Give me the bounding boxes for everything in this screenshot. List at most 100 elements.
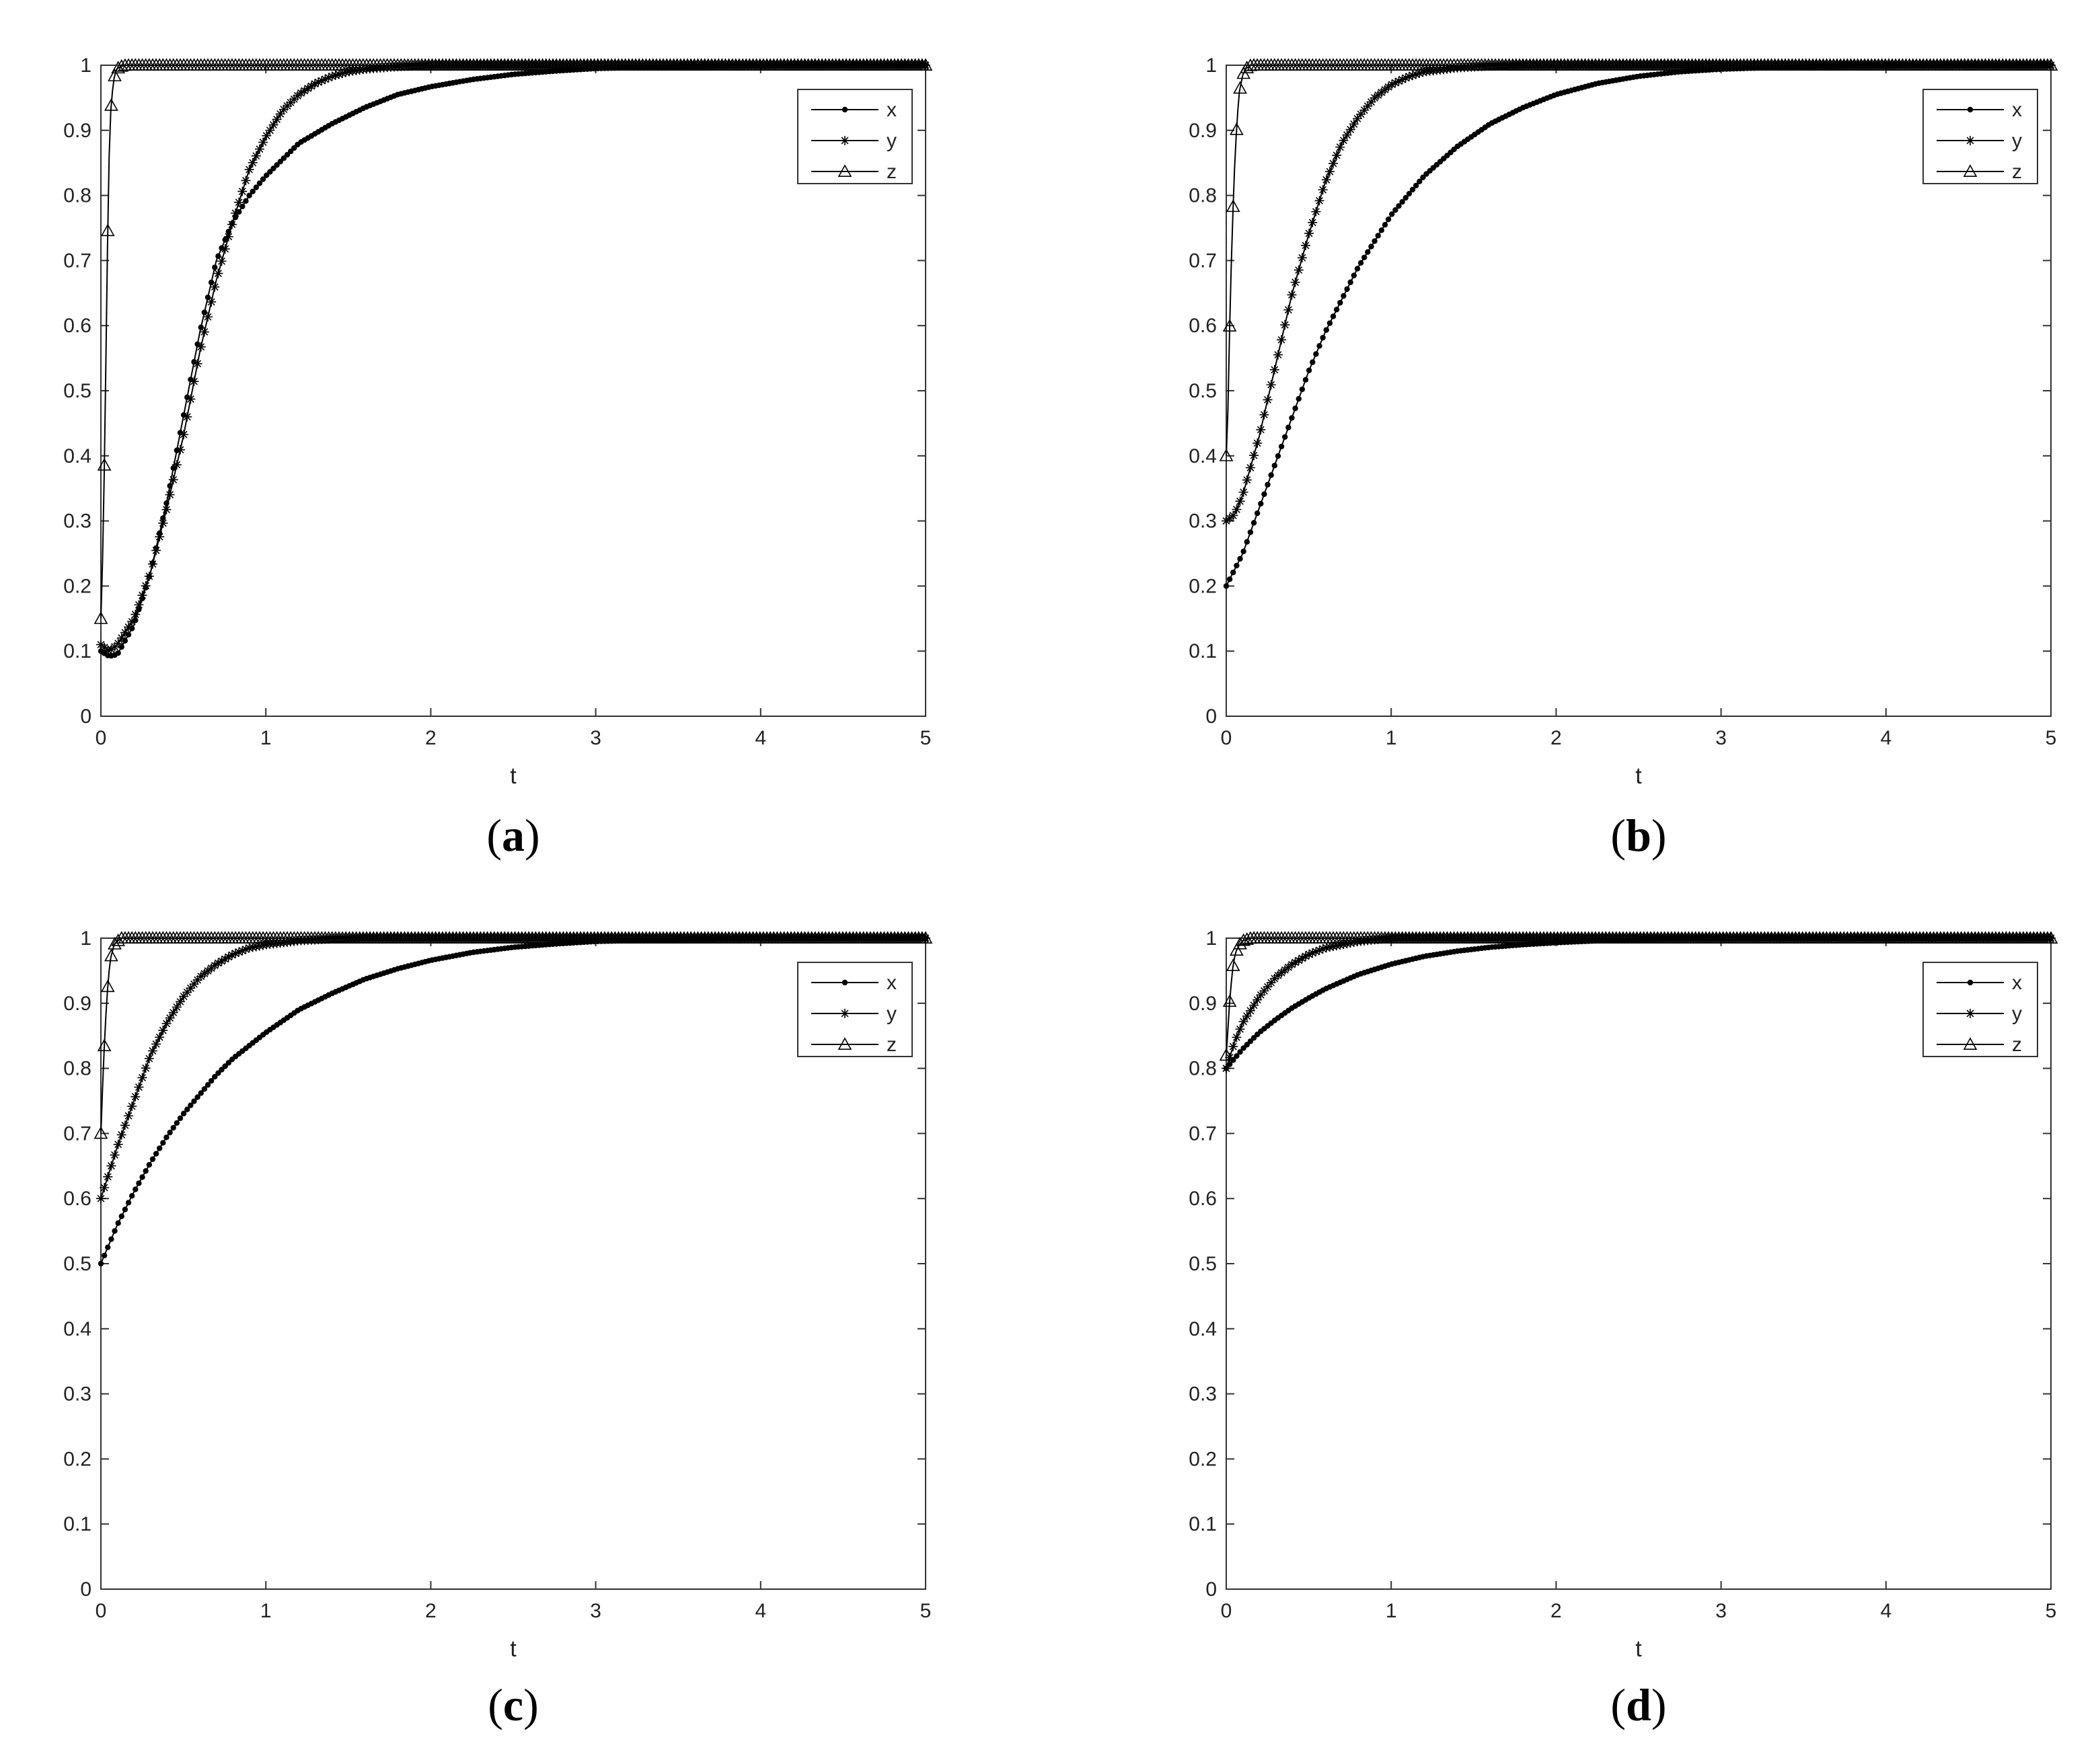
series-z <box>1219 931 2058 1061</box>
data-point-x <box>1306 367 1312 373</box>
data-point-x <box>264 172 270 178</box>
y-tick-label: 0.1 <box>1189 640 1217 662</box>
y-tick-label: 0.4 <box>1189 1318 1217 1340</box>
data-point-x <box>108 1236 114 1242</box>
data-point-x <box>270 165 276 171</box>
data-point-x <box>1296 395 1302 402</box>
x-tick-label: 4 <box>1880 1600 1892 1622</box>
data-point-x <box>1250 1035 1257 1041</box>
data-point-x <box>1223 583 1230 589</box>
data-point-x <box>1406 190 1413 197</box>
data-point-x <box>204 1082 211 1088</box>
data-point-y <box>1252 438 1263 448</box>
data-point-x <box>1240 1045 1246 1051</box>
data-point-y <box>220 244 230 254</box>
data-point-y <box>213 268 223 278</box>
y-tick-label: 1 <box>80 927 91 950</box>
data-point-y <box>248 157 258 167</box>
data-point-x <box>1299 386 1306 393</box>
data-point-x <box>184 1106 190 1112</box>
data-point-y <box>1342 130 1352 140</box>
data-point-y <box>1308 948 1318 958</box>
data-point-y <box>1238 487 1248 497</box>
data-point-x <box>291 145 297 151</box>
data-point-x <box>246 192 252 198</box>
y-tick-label: 0.2 <box>1189 575 1217 597</box>
data-point-y <box>299 85 309 95</box>
data-point-x <box>1250 520 1257 526</box>
y-tick-label: 0.8 <box>63 1058 91 1080</box>
chart-panel-d: 0 0.1 0.2 0.3 0.4 0.5 0.6 0.7 0.8 0.9 1 0 1 2 3 4 5 t xyz (… <box>1189 927 2058 1730</box>
data-point-y <box>186 983 196 993</box>
y-tick-label: 0.9 <box>63 120 91 142</box>
data-point-x <box>105 1244 111 1250</box>
y-tick-label: 1 <box>1205 927 1217 950</box>
panel-caption: (a) <box>486 810 539 861</box>
data-point-x <box>1247 529 1254 535</box>
data-point-x <box>215 1070 221 1076</box>
data-point-z <box>100 979 115 993</box>
data-point-x <box>1244 539 1250 545</box>
data-point-y <box>134 600 144 610</box>
data-point-x <box>160 1140 166 1146</box>
series-z <box>1219 58 2058 461</box>
data-point-y <box>1332 150 1342 160</box>
y-tick-label: 0.1 <box>1189 1513 1217 1535</box>
data-point-y <box>1294 265 1304 275</box>
y-tick-label: 1 <box>1205 54 1217 77</box>
data-point-y <box>1242 475 1252 485</box>
data-point-y <box>144 1054 154 1064</box>
data-point-y <box>110 1150 120 1160</box>
data-point-y <box>161 1019 172 1029</box>
data-point-x <box>1351 272 1357 278</box>
legend-marker-x <box>1967 979 1974 986</box>
data-point-y <box>147 559 157 569</box>
data-point-y <box>1245 1005 1255 1015</box>
data-point-y <box>1269 365 1279 375</box>
data-point-y <box>155 532 165 542</box>
data-point-z <box>93 611 108 624</box>
data-point-x <box>143 1167 149 1174</box>
data-point-z <box>97 458 112 471</box>
data-point-x <box>1320 334 1326 341</box>
data-point-x <box>219 1067 225 1073</box>
data-point-y <box>1232 504 1242 514</box>
data-point-x <box>198 1090 204 1096</box>
data-point-y <box>113 638 123 648</box>
data-point-y <box>341 67 351 77</box>
data-point-y <box>1300 951 1310 961</box>
data-point-y <box>1249 1000 1259 1010</box>
legend-box <box>1922 89 2038 184</box>
data-point-y <box>1232 1032 1242 1042</box>
legend-marker-x <box>841 106 848 113</box>
data-point-y <box>289 94 299 104</box>
data-point-y <box>1300 241 1310 251</box>
data-point-y <box>203 312 213 322</box>
data-point-x <box>115 650 121 656</box>
data-point-y <box>1339 135 1349 145</box>
data-point-z <box>1233 81 1247 94</box>
data-point-y <box>1304 229 1314 239</box>
data-point-z <box>1230 943 1244 956</box>
data-point-y <box>234 197 244 207</box>
data-point-x <box>1261 491 1267 498</box>
legend-box <box>1922 962 2038 1057</box>
data-point-y <box>192 975 202 985</box>
data-point-y <box>127 1101 137 1111</box>
series-line-z <box>100 65 926 619</box>
series-z <box>93 58 933 624</box>
data-point-x <box>1226 576 1233 582</box>
data-point-x <box>1337 299 1343 306</box>
data-point-y <box>210 960 220 970</box>
data-point-y <box>1387 79 1397 89</box>
data-point-y <box>103 1172 113 1182</box>
data-point-x <box>250 188 256 194</box>
x-tick-label: 5 <box>2046 1600 2057 1622</box>
data-point-x <box>194 1094 200 1100</box>
data-point-x <box>1292 406 1298 412</box>
data-point-y <box>1249 451 1259 461</box>
data-point-y <box>172 1002 182 1012</box>
data-point-y <box>241 176 251 186</box>
data-point-x <box>208 279 215 286</box>
data-point-x <box>212 264 218 270</box>
